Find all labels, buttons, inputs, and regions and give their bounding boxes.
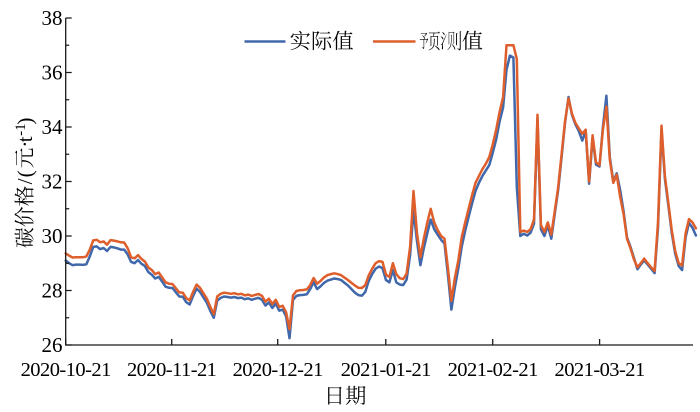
svg-text:26: 26 [42, 333, 63, 357]
svg-text:t: t [13, 136, 37, 142]
svg-text:2021-03-21: 2021-03-21 [555, 359, 645, 381]
svg-text:-1: -1 [13, 123, 29, 136]
svg-text:2020-12-21: 2020-12-21 [233, 359, 323, 381]
svg-text:2020-10-21: 2020-10-21 [21, 359, 111, 381]
svg-text:2021-02-21: 2021-02-21 [448, 359, 538, 381]
svg-text:28: 28 [42, 278, 63, 302]
svg-text:(: ( [13, 170, 37, 177]
svg-text:·: · [13, 141, 37, 148]
svg-text:): ) [13, 118, 37, 125]
svg-text:34: 34 [42, 115, 64, 139]
svg-text:38: 38 [42, 6, 63, 30]
svg-text:36: 36 [42, 60, 63, 84]
svg-text:32: 32 [42, 169, 63, 193]
svg-text:/: / [13, 178, 37, 184]
svg-text:30: 30 [42, 224, 63, 248]
svg-text:2020-11-21: 2020-11-21 [127, 359, 217, 381]
svg-text:2021-01-21: 2021-01-21 [341, 359, 431, 381]
